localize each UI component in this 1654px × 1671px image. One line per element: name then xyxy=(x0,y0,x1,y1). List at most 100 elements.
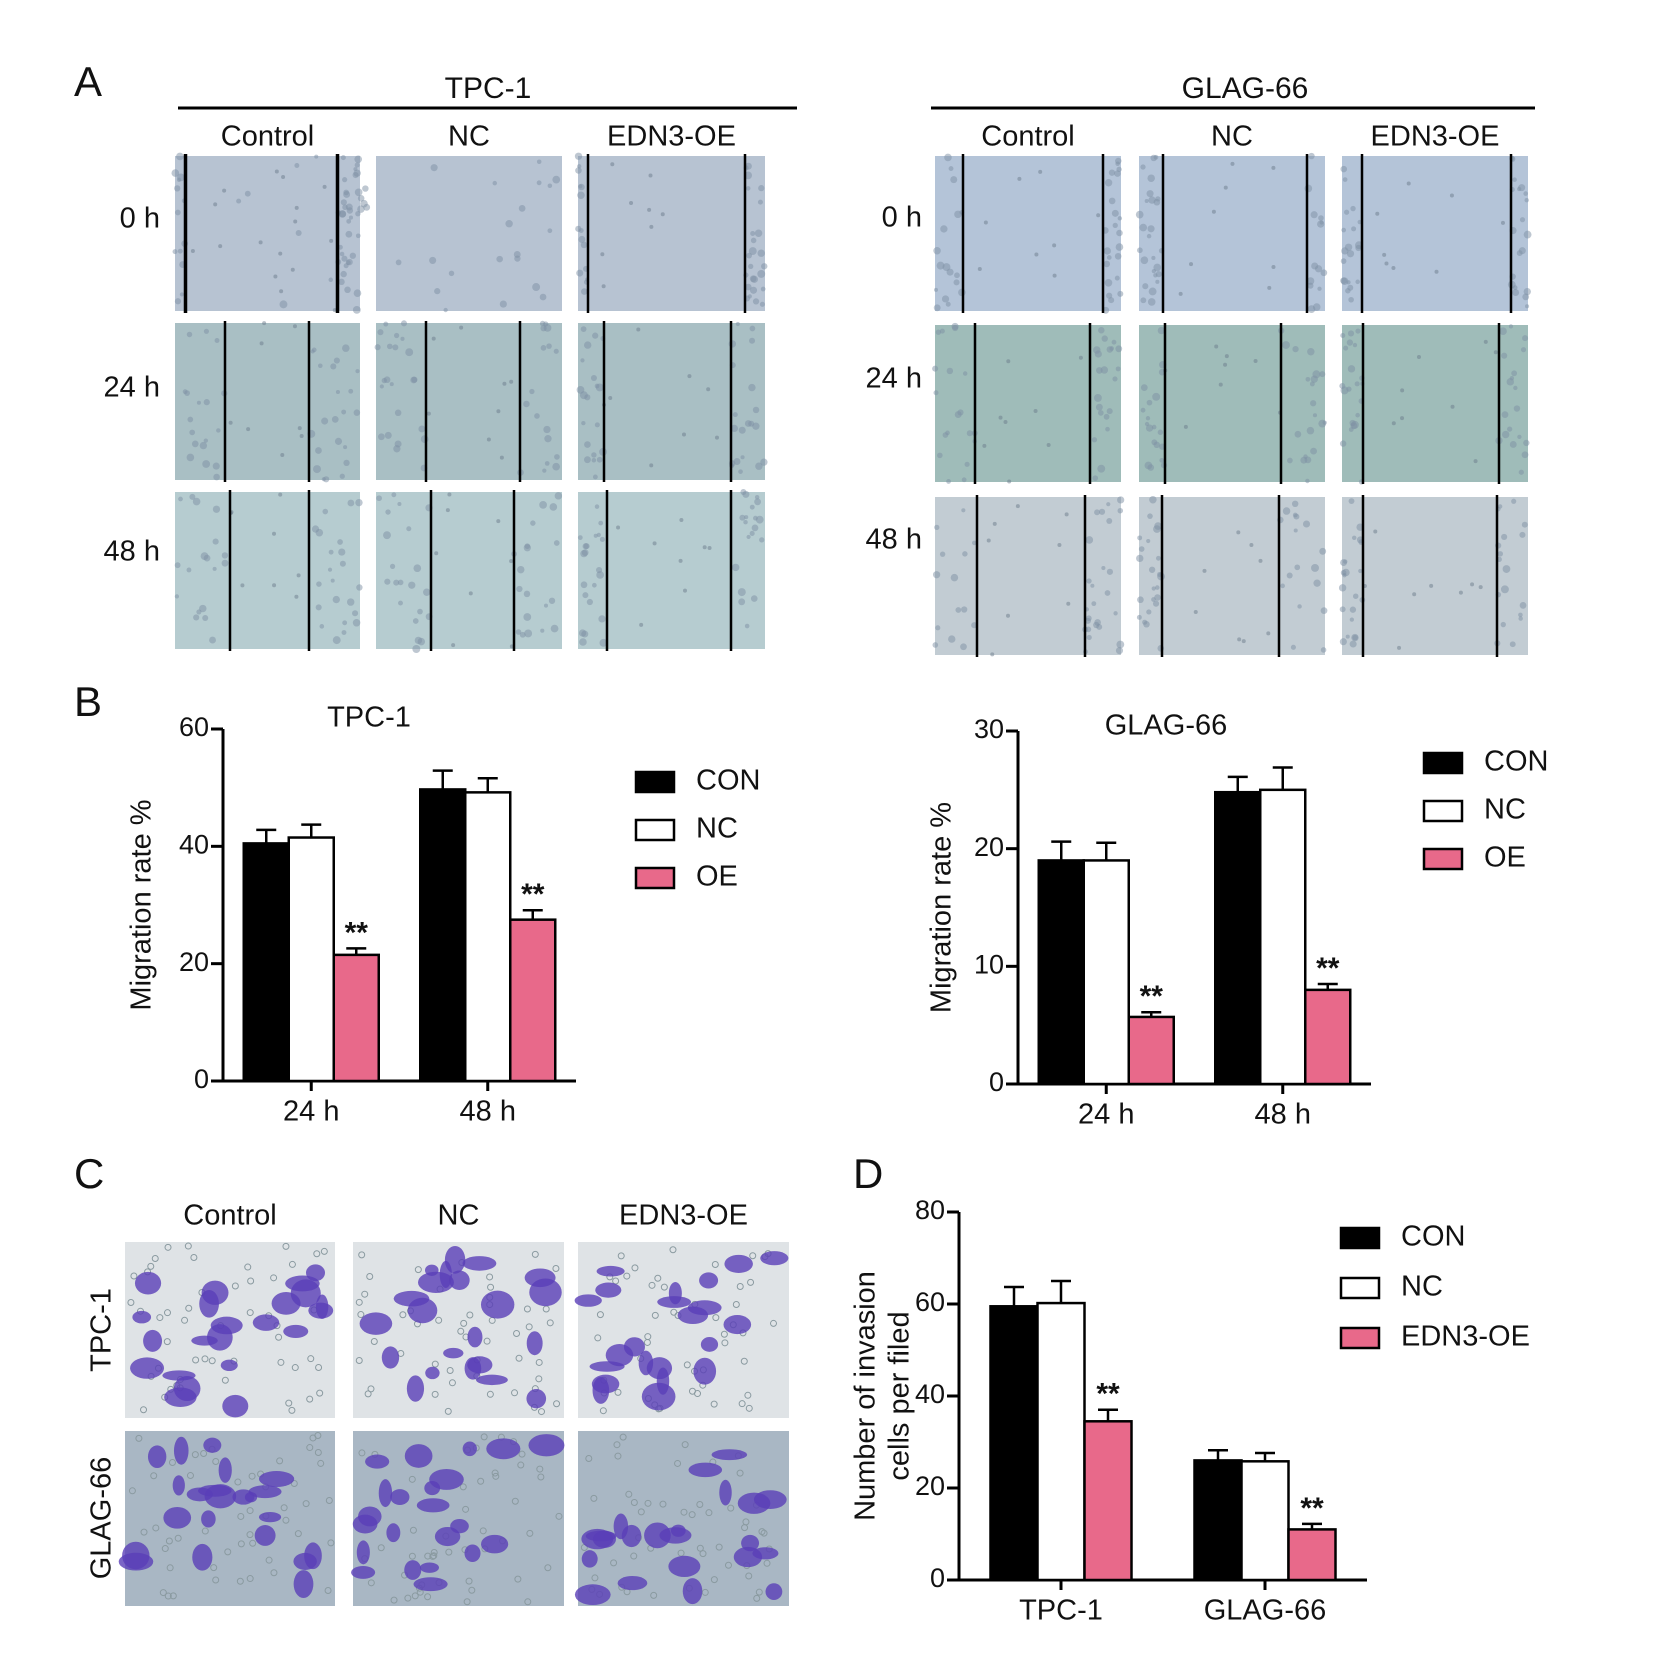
cell xyxy=(584,456,591,464)
cell xyxy=(934,524,940,530)
stained-cell xyxy=(699,1272,719,1289)
group-title: TPC-1 xyxy=(445,72,532,105)
stained-cell xyxy=(753,1490,787,1509)
cell xyxy=(540,628,545,633)
error-bar xyxy=(432,769,453,790)
cell xyxy=(353,409,361,416)
stained-cell xyxy=(201,1280,229,1305)
cell xyxy=(384,431,392,439)
cell xyxy=(1104,278,1113,287)
cell xyxy=(212,505,221,513)
cell xyxy=(354,188,363,197)
cell xyxy=(321,417,329,425)
cell xyxy=(1214,344,1219,349)
cell xyxy=(1523,287,1531,296)
cell xyxy=(1497,504,1503,509)
cell xyxy=(348,215,353,220)
cell xyxy=(1305,376,1311,382)
cell xyxy=(1114,252,1122,260)
x-tick-label: 48 h xyxy=(1255,1099,1311,1131)
cell xyxy=(258,240,263,245)
cell xyxy=(582,543,589,550)
cell xyxy=(1108,297,1115,304)
cell xyxy=(281,174,286,179)
cell xyxy=(550,624,559,633)
cell xyxy=(1017,176,1022,181)
pore xyxy=(431,1390,439,1398)
cell xyxy=(1391,265,1396,270)
cell xyxy=(584,441,591,448)
cell xyxy=(443,307,448,313)
bar xyxy=(1082,859,1130,1086)
cell xyxy=(1318,419,1327,428)
cell xyxy=(330,578,335,583)
cell xyxy=(990,652,995,657)
stained-cell xyxy=(390,1489,410,1506)
cell xyxy=(946,367,954,375)
cell xyxy=(749,504,755,510)
cell xyxy=(1151,255,1156,261)
cell xyxy=(327,567,333,572)
pore xyxy=(201,1355,209,1363)
pore xyxy=(307,1355,315,1363)
cell xyxy=(948,166,954,171)
cell xyxy=(998,415,1003,420)
pore xyxy=(544,1564,552,1572)
bar xyxy=(1037,859,1085,1086)
cell xyxy=(1391,421,1396,426)
cell xyxy=(352,305,361,314)
stained-cell xyxy=(365,1454,390,1469)
cell xyxy=(578,184,583,189)
pore xyxy=(164,1592,172,1600)
cell xyxy=(417,608,423,615)
cell xyxy=(355,369,360,374)
cell xyxy=(1501,352,1508,359)
cell xyxy=(209,636,216,644)
cell xyxy=(214,338,220,344)
pore xyxy=(599,1407,607,1415)
cell xyxy=(1501,411,1509,419)
cell xyxy=(1104,590,1111,596)
cell xyxy=(1096,623,1103,630)
cell xyxy=(972,540,977,546)
pore xyxy=(185,1304,193,1312)
cell xyxy=(429,256,437,264)
cell xyxy=(1523,191,1528,196)
cell xyxy=(678,558,683,563)
pore xyxy=(648,1281,656,1289)
stained-cell xyxy=(462,1256,497,1271)
cell xyxy=(575,167,582,174)
cell xyxy=(346,598,355,606)
cell xyxy=(221,552,229,559)
cell xyxy=(932,571,941,579)
cell xyxy=(1310,447,1317,455)
cell xyxy=(171,169,180,177)
cell xyxy=(1311,563,1319,572)
pore xyxy=(585,1454,593,1462)
cell xyxy=(592,474,598,480)
cell xyxy=(1500,220,1505,225)
cell xyxy=(505,219,513,228)
stained-cell xyxy=(526,1331,543,1356)
stained-cell xyxy=(132,1310,152,1324)
cell xyxy=(448,270,455,277)
cell xyxy=(536,180,542,186)
cell xyxy=(1091,437,1098,443)
cell xyxy=(196,400,201,405)
cell xyxy=(1108,169,1116,176)
error-bar xyxy=(1302,1522,1322,1530)
cell xyxy=(730,424,738,433)
pore xyxy=(212,1458,220,1466)
cell xyxy=(1144,461,1153,470)
cell xyxy=(496,255,503,263)
cell xyxy=(950,176,958,184)
cell xyxy=(1518,184,1526,192)
cell xyxy=(1358,568,1363,574)
cell xyxy=(1140,297,1147,304)
cell xyxy=(1434,269,1439,274)
stained-cell xyxy=(425,1366,440,1380)
pore xyxy=(358,1449,366,1457)
pore xyxy=(320,1247,328,1255)
cell xyxy=(1003,420,1008,425)
cell xyxy=(986,538,991,543)
